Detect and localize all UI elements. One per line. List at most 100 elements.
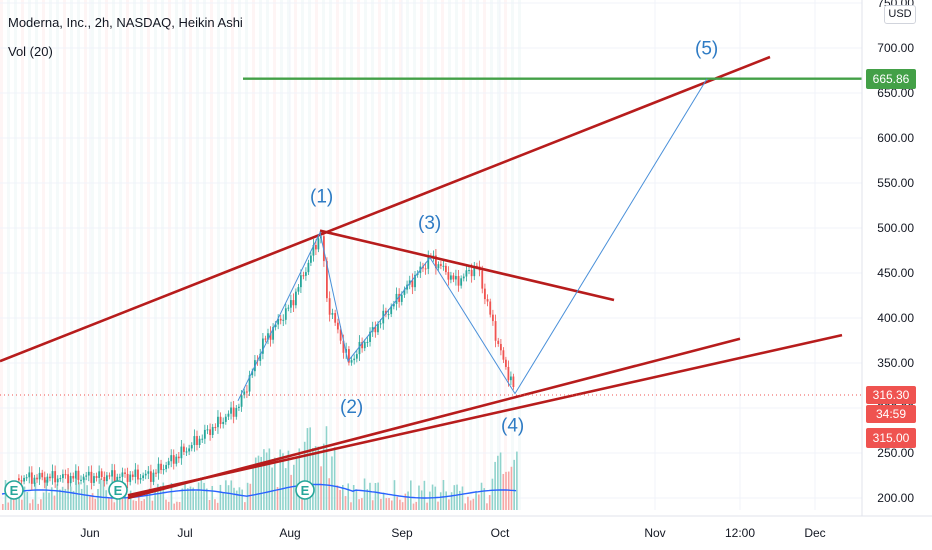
volume-bar [31,499,34,510]
volume-bar [371,500,374,510]
price-tick-label: 350.00 [877,356,914,370]
volume-band [329,0,332,510]
candle-body [387,314,390,316]
candle-body [23,477,25,482]
volume-bar [380,498,382,510]
volume-bar [486,503,488,510]
volume-band [126,0,129,510]
volume-band [392,0,395,510]
volume-band [203,0,206,510]
time-tick-label: Nov [644,526,665,540]
volume-bar [203,482,205,510]
candle-body [74,470,77,479]
candle-body [224,416,227,422]
volume-band [273,0,276,510]
volume-bar [56,484,58,510]
volume-bar [45,479,48,510]
volume-bar [80,488,83,510]
volume-bar [97,489,99,510]
candle-body [468,270,470,272]
volume-band [35,0,38,510]
candle-body [93,476,95,483]
volume-bar [254,457,257,510]
volume-bar [241,489,243,510]
volume-bar [59,489,61,510]
candle-body [342,340,345,353]
candle-body [505,359,507,367]
candle-body [28,472,31,478]
candle-body [492,314,494,322]
candle-body [355,354,358,359]
volume-bar [91,493,94,510]
volume-bar [314,446,317,510]
volume-bar [225,480,227,510]
elliott-wave-line [237,78,708,402]
volume-band [385,0,388,510]
currency-badge[interactable]: USD [884,5,916,24]
candle-body [262,338,264,354]
time-tick-label: Aug [279,526,300,540]
volume-bar [105,490,107,510]
time-axis[interactable]: Jun Jul Aug Sep Oct Nov 12:00 Dec [0,515,932,540]
candle-body [462,276,465,279]
candle-body [274,324,277,328]
volume-bar [216,502,219,510]
volume-bar [42,492,45,510]
candle-body [118,476,121,478]
volume-bar [238,487,241,510]
earnings-marker-icon [108,480,128,500]
volume-band [511,0,514,510]
volume-bar [151,500,154,510]
volume-bar [355,489,358,510]
volume-bar [497,455,499,510]
volume-band [161,0,164,510]
volume-bar [244,502,246,510]
volume-band [336,0,339,510]
candle-body [232,407,235,417]
grid-lines [0,0,862,510]
volume-band [455,0,458,510]
symbol-legend[interactable]: Moderna, Inc., 2h, NASDAQ, Heikin Ashi [8,15,243,30]
volume-bar [219,484,222,510]
candle-body [353,358,356,361]
wave-label-4: (4) [501,416,524,437]
candle-body [111,470,113,477]
candle-body [188,448,191,452]
volume-bar [328,478,330,510]
volume-band [14,0,17,510]
volume-band [504,0,507,510]
volume-band [462,0,465,510]
wave-path[interactable] [237,78,708,402]
wave-labels: (1) (2) (3) (4) (5) [310,39,718,437]
volume-bar [450,492,453,510]
volume-bar [513,459,515,510]
trend-lines[interactable] [0,55,862,500]
candle-body [38,472,41,480]
volume-bar [10,489,12,510]
candle-body [103,476,106,482]
volume-legend[interactable]: Vol (20) [8,44,53,59]
candle-body [282,319,285,321]
volume-bars [2,426,518,510]
candle-body [43,477,46,483]
price-axis[interactable]: 200.00250.00300.00350.00400.00450.00500.… [861,0,914,516]
candle-body [317,238,320,250]
volume-bar [29,503,31,510]
candle-body [398,293,401,302]
candle-body [238,406,240,408]
volume-band [98,0,101,510]
candle-body [337,322,339,330]
candle-body [147,471,150,474]
candle-body [177,456,180,459]
volume-bar [303,441,306,510]
volume-bar [263,449,265,510]
candle-body [452,275,455,280]
candle-body [447,272,450,280]
volume-bar [464,503,466,510]
volume-bar [347,483,350,510]
candle-body [385,310,387,315]
volume-bar [70,486,72,510]
volume-bar [148,488,151,510]
